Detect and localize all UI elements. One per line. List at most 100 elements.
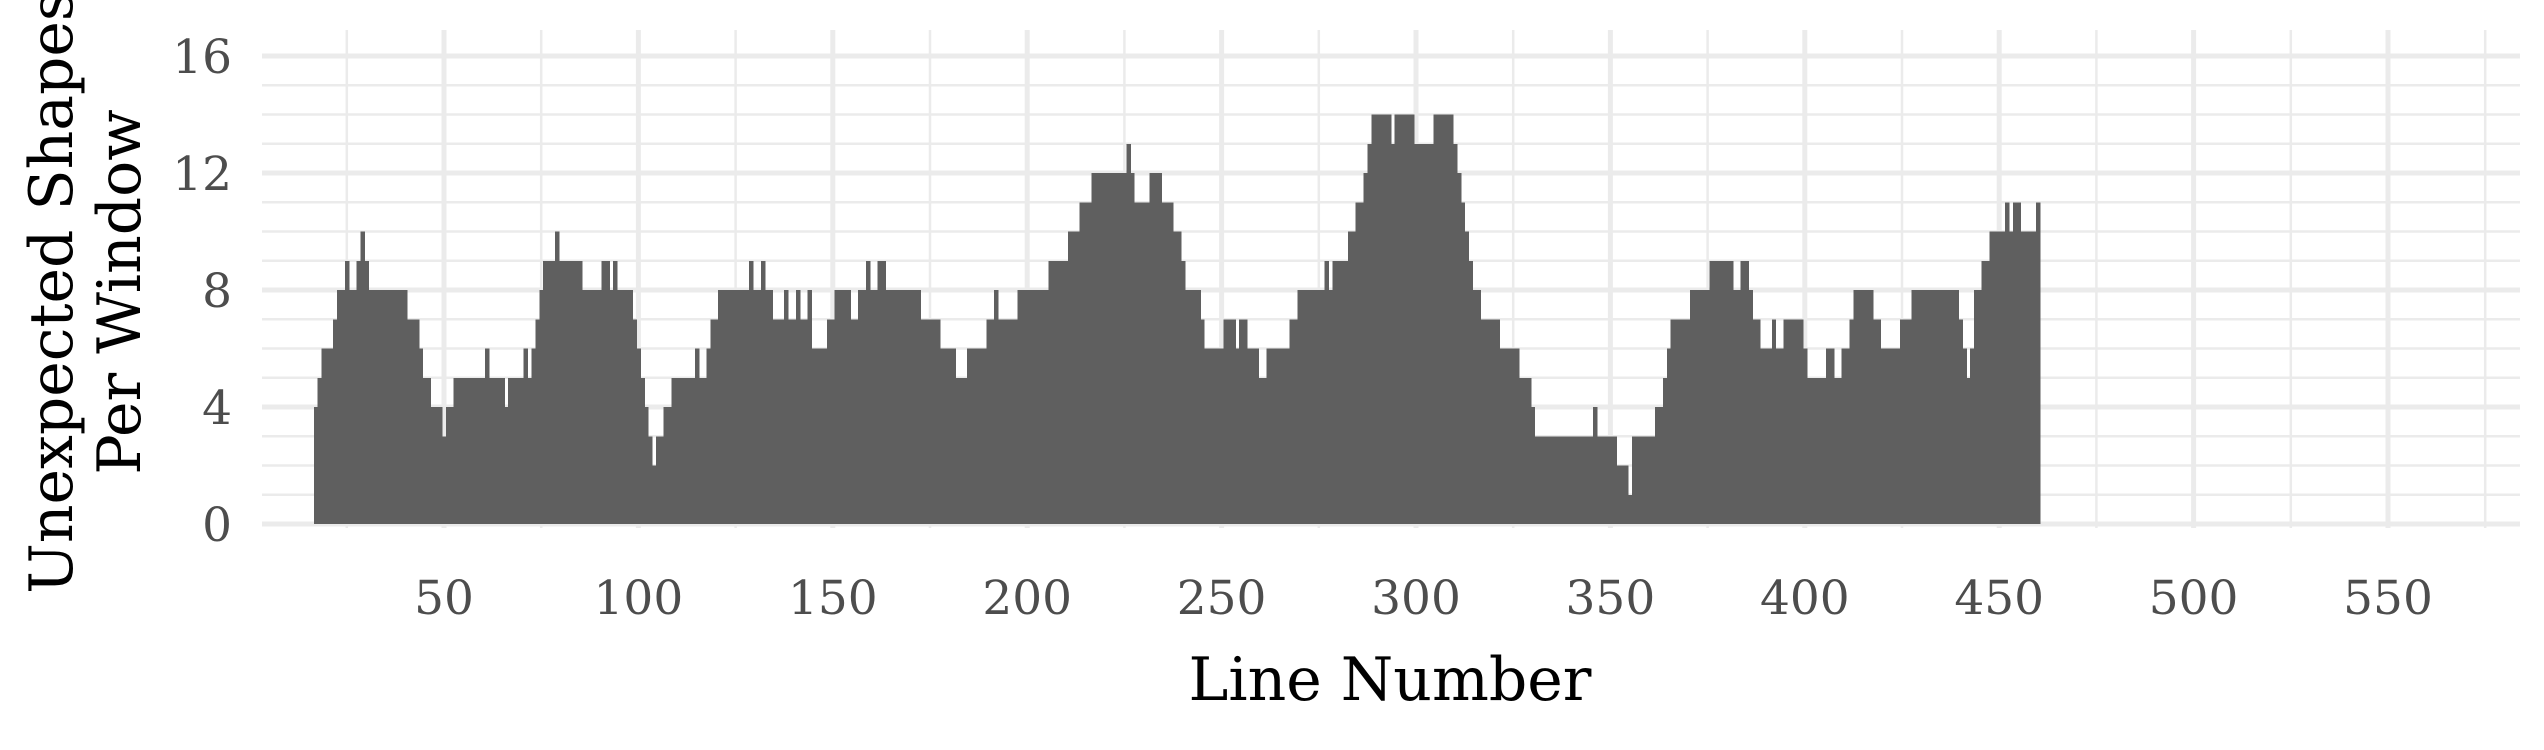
bar [1802,348,1808,524]
bar [994,290,999,524]
bar [617,290,622,524]
bar [896,290,902,524]
bar [1188,290,1194,524]
bar [547,260,552,524]
bar [721,290,727,524]
bar [422,377,428,524]
bar [593,290,599,524]
bar [1519,377,1524,524]
bar [356,260,362,524]
bar [449,407,455,524]
bar [745,290,750,524]
bar [1868,290,1874,524]
bar [352,290,358,524]
bar [846,290,851,524]
bar [951,348,956,524]
bar [1620,465,1625,524]
bar [1266,348,1271,524]
bar [1872,319,1878,524]
bar [667,407,673,524]
bar [558,260,564,524]
bar [1242,319,1248,524]
bar [1981,260,1987,524]
bar [1857,290,1862,524]
bar [585,290,591,524]
x-tick-label: 550 [2343,571,2433,626]
bar [1281,348,1287,524]
bar [1522,377,1528,524]
bar [1347,231,1353,524]
bar [1449,114,1454,524]
bar [1289,319,1295,524]
bar [1421,143,1427,524]
bar [1056,260,1061,524]
bar [1359,202,1365,524]
bar [1876,319,1882,524]
bar [1456,173,1462,524]
bar [1036,290,1042,524]
bar [469,377,474,524]
x-tick-label: 100 [594,571,684,626]
bar [986,319,991,524]
bar [916,290,921,524]
bar [1320,290,1326,524]
bar [1748,290,1753,524]
bar [1013,319,1019,524]
bar [496,377,501,524]
bar [574,260,579,524]
bars [313,114,2041,524]
bar [636,348,641,524]
bar [414,319,420,524]
bar [527,377,533,524]
y-tick-label: 8 [202,264,232,319]
bar [1344,260,1349,524]
bar [842,290,848,524]
bar [372,290,377,524]
bar [504,407,509,524]
bar [2008,231,2014,524]
bar [1130,173,1135,524]
bar [687,377,692,524]
bar [1114,173,1120,524]
bar [1351,231,1357,524]
bar [605,260,610,524]
bar [753,290,758,524]
bar [1472,290,1477,524]
bar [1165,202,1170,524]
bar [2024,231,2029,524]
y-axis-title-line-1: Unexpected Shapes [17,0,87,594]
y-axis-title: Unexpected Shapes Per Window [17,0,155,594]
bar [465,377,470,524]
bar [1425,143,1431,524]
bar [1223,319,1229,524]
bar [1608,436,1613,524]
bar [519,377,525,524]
bar [1690,290,1695,524]
bar [1771,319,1777,524]
bar [768,290,774,524]
bar [935,319,941,524]
bar [473,377,478,524]
bar [858,290,863,524]
bar [690,377,696,524]
bar [1631,436,1637,524]
bar [1810,377,1816,524]
bar [1254,348,1260,524]
bar [1460,202,1466,524]
bar [1110,173,1116,524]
bar [1452,143,1458,524]
bar [1538,436,1543,524]
bar [578,260,583,524]
x-tick-label: 500 [2149,571,2239,626]
bar [1666,348,1672,524]
bar [807,290,813,524]
bar [1822,377,1827,524]
bar [1931,290,1936,524]
bar [1795,319,1800,524]
bar [1005,319,1011,524]
bar [1246,348,1252,524]
bar [1651,436,1656,524]
bar [375,290,381,524]
bar [1526,377,1532,524]
